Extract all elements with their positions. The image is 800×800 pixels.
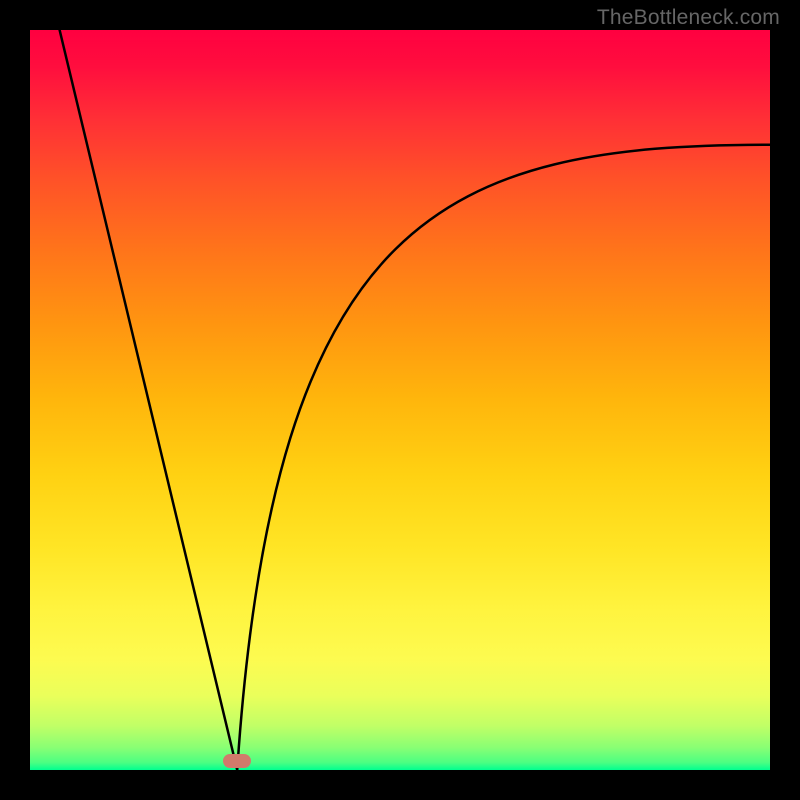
chart-svg [30, 30, 770, 770]
plot-area [30, 30, 770, 770]
watermark-text: TheBottleneck.com [597, 6, 780, 30]
chart-background [30, 30, 770, 770]
dip-marker-badge [223, 754, 251, 768]
